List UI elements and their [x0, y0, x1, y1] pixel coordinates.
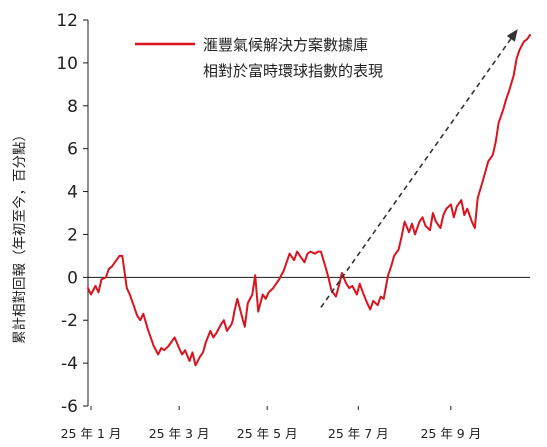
axes	[83, 19, 530, 410]
y-tick-labels: 12 10 8 6 4 2 0 -2 -4 -6	[56, 11, 78, 417]
y-tick-label: 4	[67, 183, 78, 203]
y-tick-label: -6	[61, 397, 78, 417]
annotation-layer	[320, 29, 518, 308]
x-tick-label: 25 年 7 月	[328, 426, 389, 441]
y-tick-label: 6	[67, 140, 78, 160]
trend-arrow-0	[320, 29, 518, 308]
y-axis-label: 累計相對回報（年初至今，百分點）	[11, 128, 28, 344]
y-tick-label: 0	[67, 268, 78, 288]
series-layer	[87, 34, 531, 367]
legend-label-line-1: 滙豐氣候解決方案數據庫	[203, 36, 368, 54]
x-tick-label: 25 年 5 月	[237, 426, 298, 441]
y-tick-label: -2	[61, 311, 78, 331]
legend: 滙豐氣候解決方案數據庫 相對於富時環球指數的表現	[135, 36, 383, 80]
x-tick-labels: 25 年 1 月 25 年 3 月 25 年 5 月 25 年 7 月 25 年 9 月	[61, 426, 482, 441]
y-tick-label: 12	[56, 11, 78, 31]
y-axis-label-group: 累計相對回報（年初至今，百分點）	[11, 128, 28, 344]
x-tick-label: 25 年 1 月	[61, 426, 122, 441]
x-tick-label: 25 年 9 月	[420, 426, 481, 441]
series-line-0	[87, 34, 531, 367]
legend-label-line-2: 相對於富時環球指數的表現	[203, 62, 383, 80]
y-tick-label: 2	[67, 225, 78, 245]
x-tick-label: 25 年 3 月	[149, 426, 210, 441]
y-tick-label: 8	[67, 97, 78, 117]
y-tick-label: 10	[56, 54, 78, 74]
y-tick-label: -4	[61, 354, 78, 374]
